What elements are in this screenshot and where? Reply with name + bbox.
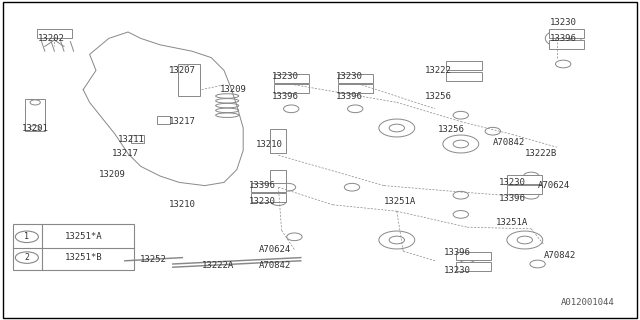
Circle shape [389,124,404,132]
Text: 13222B: 13222B [525,149,557,158]
Text: 13396: 13396 [249,181,276,190]
Circle shape [453,111,468,119]
Text: 13396: 13396 [499,194,525,203]
Circle shape [453,140,468,148]
Text: 13211: 13211 [118,135,145,144]
Text: 13202: 13202 [38,34,65,43]
Text: 13252: 13252 [140,255,167,264]
Text: 2: 2 [24,253,29,262]
Bar [157,116,170,124]
Ellipse shape [216,103,239,108]
Circle shape [284,105,299,113]
Text: 13230: 13230 [550,18,577,27]
Circle shape [453,211,468,218]
Text: 13256: 13256 [438,125,465,134]
Text: A012001044: A012001044 [561,298,614,307]
Text: 13230: 13230 [249,197,276,206]
Ellipse shape [216,99,239,103]
Bar [447,72,482,81]
Bar [131,135,144,143]
Text: 13251A: 13251A [384,197,416,206]
Bar [25,99,45,131]
Text: A70624: A70624 [538,181,570,190]
Bar [274,74,309,83]
Text: 13396: 13396 [271,92,298,100]
Circle shape [556,60,571,68]
Text: 13217: 13217 [169,117,196,126]
Bar [251,193,287,202]
Bar [270,129,287,153]
Circle shape [453,191,468,199]
Circle shape [389,236,404,244]
Circle shape [530,260,545,268]
Bar [456,252,492,260]
Circle shape [280,183,296,191]
Text: A70842: A70842 [259,261,291,270]
Ellipse shape [216,108,239,113]
Ellipse shape [216,94,239,98]
Circle shape [15,252,38,263]
Bar [274,84,309,93]
Circle shape [344,183,360,191]
Text: 13230: 13230 [444,266,471,275]
Bar [251,183,287,192]
Text: 13209: 13209 [99,170,125,179]
Text: 13222A: 13222A [202,261,234,270]
Text: 13210: 13210 [255,140,282,148]
Bar [270,171,287,188]
Bar [549,29,584,38]
Bar [507,185,543,194]
Text: 13396: 13396 [550,34,577,43]
Text: 13396: 13396 [444,248,471,257]
Text: 13396: 13396 [335,92,362,100]
Circle shape [348,81,363,89]
Circle shape [287,233,302,241]
Circle shape [507,231,543,249]
Text: 13207: 13207 [169,66,196,75]
Circle shape [545,29,581,47]
Circle shape [524,172,539,180]
Ellipse shape [216,113,239,117]
Text: 13217: 13217 [111,149,138,158]
Text: 1: 1 [24,232,29,241]
Bar [13,224,134,270]
Circle shape [485,127,500,135]
Circle shape [348,105,363,113]
Circle shape [15,231,38,243]
Text: 13251*A: 13251*A [65,232,102,241]
Text: 13251A: 13251A [496,218,528,227]
Text: A70842: A70842 [493,138,525,147]
Circle shape [30,125,40,131]
Bar [447,61,482,70]
Text: 13251*B: 13251*B [65,253,102,262]
Text: 13209: 13209 [220,85,247,94]
Circle shape [443,135,479,153]
Bar [37,29,72,38]
Bar [338,74,373,83]
Bar [549,40,584,49]
Text: 13230: 13230 [335,72,362,81]
Circle shape [271,198,286,205]
Text: 13201: 13201 [22,124,49,132]
Text: 13210: 13210 [169,200,196,209]
Bar [177,64,200,96]
Text: 13230: 13230 [271,72,298,81]
Text: A70842: A70842 [544,252,576,260]
Circle shape [284,81,299,89]
Bar [338,84,373,93]
Circle shape [517,236,532,244]
Bar [456,262,492,271]
Text: 13222: 13222 [425,66,452,75]
Text: A70624: A70624 [259,245,291,254]
Text: 13230: 13230 [499,178,525,187]
Circle shape [379,231,415,249]
Circle shape [556,35,571,42]
Circle shape [30,100,40,105]
Bar [507,175,543,184]
Circle shape [379,119,415,137]
Circle shape [524,191,539,199]
Text: 13256: 13256 [425,92,452,100]
Circle shape [460,260,475,268]
